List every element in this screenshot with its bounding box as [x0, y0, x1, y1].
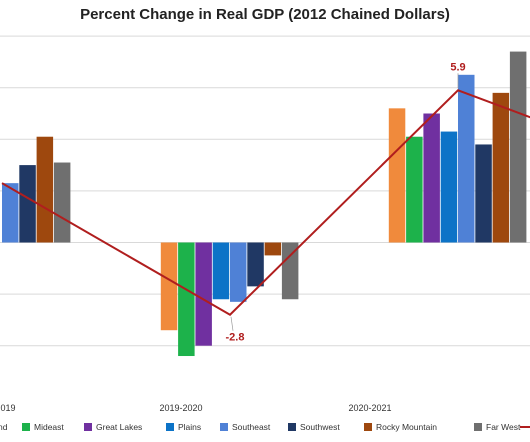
data-label: 5.9: [450, 61, 465, 73]
data-labels: -2.8 5.9: [226, 61, 466, 343]
data-label: -2.8: [226, 332, 245, 344]
legend-label: Far West: [486, 422, 521, 432]
bar-rocky-mountain-2020-2021: [492, 92, 510, 243]
bar-mideast-2020-2021: [406, 136, 423, 243]
bar-southeast-2018-2019: [2, 183, 19, 243]
legend-swatch: [288, 423, 296, 431]
bar-new-england-2019-2020: [160, 242, 178, 331]
legend: nd Mideast Great Lakes Plains Southeast South…: [0, 422, 530, 432]
legend-label: Southwest: [300, 422, 340, 432]
bar-southwest-2019-2020: [247, 242, 264, 287]
legend-swatch: [84, 423, 92, 431]
legend-swatch: [220, 423, 228, 431]
bar-rocky-mountain-2019-2020: [264, 242, 282, 256]
x-tick-label: 2019-2020: [159, 403, 202, 413]
legend-label: nd: [0, 422, 8, 432]
bar-far-west-2020-2021: [509, 51, 527, 243]
bar-far-west-2019-2020: [281, 242, 299, 300]
bars: [2, 51, 527, 357]
x-tick-label: 019: [0, 403, 15, 413]
legend-label: Great Lakes: [96, 422, 142, 432]
legend-swatch: [166, 423, 174, 431]
bar-southwest-2020-2021: [475, 144, 492, 243]
total-line: [1, 89, 530, 316]
x-tick-label: 2020-2021: [348, 403, 391, 413]
bar-far-west-2018-2019: [53, 162, 71, 243]
legend-swatch: [474, 423, 482, 431]
bar-mideast-2019-2020: [178, 242, 195, 357]
bar-great-lakes-2019-2020: [195, 242, 212, 346]
data-label-leader: [230, 316, 234, 331]
chart-title: Percent Change in Real GDP (2012 Chained…: [80, 6, 450, 23]
bar-southeast-2019-2020: [230, 242, 247, 302]
bar-new-england-2020-2021: [388, 108, 406, 243]
total-line-path: [1, 89, 530, 316]
bar-great-lakes-2020-2021: [423, 113, 440, 243]
legend-swatch: [364, 423, 372, 431]
bar-plains-2020-2021: [440, 131, 458, 243]
legend-label: Plains: [178, 422, 201, 432]
bar-southeast-2020-2021: [458, 74, 475, 243]
bar-southwest-2018-2019: [19, 165, 36, 243]
bar-plains-2019-2020: [212, 242, 230, 300]
legend-label: Mideast: [34, 422, 64, 432]
legend-label: Southeast: [232, 422, 271, 432]
legend-swatch: [22, 423, 30, 431]
x-tick-labels: 019 2019-2020 2020-2021: [0, 403, 391, 413]
bar-rocky-mountain-2018-2019: [36, 136, 54, 243]
legend-label: Rocky Mountain: [376, 422, 437, 432]
